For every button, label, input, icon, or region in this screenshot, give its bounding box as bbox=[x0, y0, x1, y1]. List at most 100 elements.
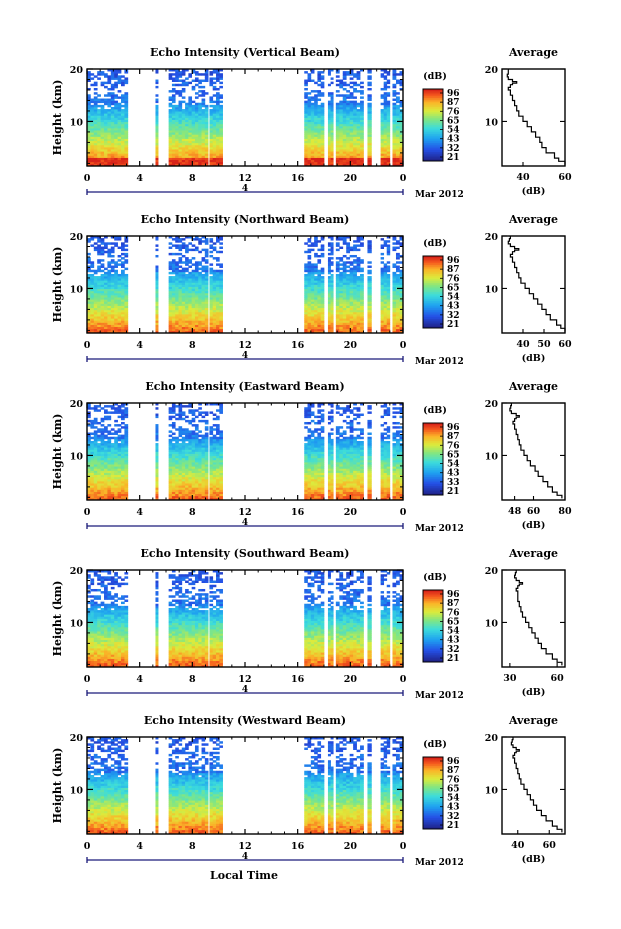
average-title: Average bbox=[508, 213, 558, 226]
average-frame bbox=[501, 235, 566, 334]
average-title: Average bbox=[508, 380, 558, 393]
x-tick-label: 12 bbox=[238, 507, 251, 518]
colorbar-tick-label: 43 bbox=[447, 803, 460, 813]
colorbar-tick-label: 43 bbox=[447, 469, 460, 479]
colorbar-tick-label: 65 bbox=[447, 617, 460, 627]
x-tick-label: 8 bbox=[189, 674, 196, 685]
colorbar-tick-label: 76 bbox=[447, 107, 460, 117]
colorbar-tick-label: 54 bbox=[447, 126, 460, 136]
y-axis-label: Height (km) bbox=[51, 748, 64, 824]
average-y-tick-label: 10 bbox=[485, 117, 499, 128]
y-tick-label: 10 bbox=[70, 284, 84, 295]
x-tick-label: 16 bbox=[291, 507, 305, 518]
colorbar-tick-label: 96 bbox=[447, 256, 460, 266]
average-y-tick-label: 20 bbox=[485, 733, 499, 744]
average-frame bbox=[501, 569, 566, 668]
average-y-tick-label: 10 bbox=[485, 451, 499, 462]
average-y-tick-label: 10 bbox=[485, 618, 499, 629]
x-tick-label: 0 bbox=[400, 173, 407, 184]
average-x-tick-label: 40 bbox=[511, 840, 525, 851]
y-tick-label: 10 bbox=[70, 618, 84, 629]
colorbar bbox=[422, 422, 444, 496]
chart-title: Echo Intensity (Eastward Beam) bbox=[145, 380, 344, 393]
colorbar-tick-label: 87 bbox=[447, 432, 460, 442]
x-tick-label: 0 bbox=[84, 841, 91, 852]
x-tick-label: 12 bbox=[238, 841, 251, 852]
x-tick-label: 12 bbox=[238, 674, 251, 685]
colorbar-tick-label: 54 bbox=[447, 627, 460, 637]
average-x-tick-label: 60 bbox=[558, 339, 572, 350]
heatmap bbox=[87, 570, 404, 668]
colorbar-unit: (dB) bbox=[423, 405, 447, 416]
colorbar-tick-label: 96 bbox=[447, 590, 460, 600]
colorbar-tick-label: 54 bbox=[447, 460, 460, 470]
x-tick-label: 0 bbox=[400, 674, 407, 685]
x-tick-label: 16 bbox=[291, 173, 305, 184]
average-y-tick-label: 20 bbox=[485, 566, 499, 577]
y-tick-label: 20 bbox=[70, 232, 84, 243]
date-label: Mar 2012 bbox=[415, 524, 464, 534]
heatmap bbox=[87, 69, 404, 167]
y-axis-label: Height (km) bbox=[51, 581, 64, 657]
average-x-label: (dB) bbox=[522, 186, 546, 197]
average-x-tick-label: 40 bbox=[516, 339, 530, 350]
average-profile-line bbox=[509, 403, 563, 499]
y-tick-label: 20 bbox=[70, 65, 84, 76]
colorbar-unit: (dB) bbox=[423, 572, 447, 583]
average-y-tick-label: 10 bbox=[485, 284, 499, 295]
colorbar-tick-label: 76 bbox=[447, 274, 460, 284]
colorbar bbox=[422, 88, 444, 162]
average-x-label: (dB) bbox=[522, 353, 546, 364]
average-profile-line bbox=[514, 570, 563, 666]
date-label: Mar 2012 bbox=[415, 691, 464, 701]
colorbar-tick-label: 87 bbox=[447, 599, 460, 609]
x-tick-label: 20 bbox=[344, 674, 358, 685]
colorbar-tick-label: 54 bbox=[447, 293, 460, 303]
panel-0: Echo Intensity (Vertical Beam) 0 4 8 12 16 20 0… bbox=[51, 46, 572, 200]
colorbar-tick-label: 54 bbox=[447, 794, 460, 804]
y-tick-label: 20 bbox=[70, 566, 84, 577]
x-tick-label: 4 bbox=[136, 507, 143, 518]
x-tick-label: 0 bbox=[84, 507, 91, 518]
colorbar-tick-label: 65 bbox=[447, 784, 460, 794]
x-tick-label: 0 bbox=[84, 674, 91, 685]
date-label: Mar 2012 bbox=[415, 357, 464, 367]
average-title: Average bbox=[508, 714, 558, 727]
x-tick-label: 8 bbox=[189, 507, 196, 518]
y-axis-label: Height (km) bbox=[51, 414, 64, 490]
chart-title: Echo Intensity (Southward Beam) bbox=[141, 547, 350, 560]
x-tick-label: 8 bbox=[189, 841, 196, 852]
colorbar-tick-label: 21 bbox=[447, 654, 460, 664]
y-axis-label: Height (km) bbox=[51, 247, 64, 323]
x-tick-label: 0 bbox=[400, 340, 407, 351]
average-title: Average bbox=[508, 46, 558, 59]
x-tick-label: 4 bbox=[136, 173, 143, 184]
x-tick-label: 16 bbox=[291, 841, 305, 852]
colorbar-tick-label: 96 bbox=[447, 423, 460, 433]
colorbar bbox=[422, 589, 444, 663]
panel-1: Echo Intensity (Northward Beam) 0 4 8 12 16 20… bbox=[51, 213, 572, 367]
heatmap bbox=[87, 403, 404, 501]
date-label: Mar 2012 bbox=[415, 858, 464, 868]
average-x-tick-label: 48 bbox=[508, 506, 522, 517]
panel-4: Echo Intensity (Westward Beam) 0 4 8 12 16 20 0… bbox=[51, 714, 566, 868]
x-tick-label: 8 bbox=[189, 340, 196, 351]
average-x-label: (dB) bbox=[522, 520, 546, 531]
average-x-label: (dB) bbox=[522, 854, 546, 865]
date-label: Mar 2012 bbox=[415, 190, 464, 200]
panel-3: Echo Intensity (Southward Beam) 0 4 8 12 16 20… bbox=[51, 547, 566, 701]
colorbar-tick-label: 87 bbox=[447, 265, 460, 275]
colorbar-tick-label: 32 bbox=[447, 812, 460, 822]
colorbar-tick-label: 21 bbox=[447, 153, 460, 163]
x-tick-label: 8 bbox=[189, 173, 196, 184]
colorbar-tick-label: 43 bbox=[447, 302, 460, 312]
date-day-label: 4 bbox=[242, 518, 248, 528]
colorbar-tick-label: 33 bbox=[447, 478, 460, 488]
average-profile-line bbox=[507, 236, 566, 332]
y-tick-label: 20 bbox=[70, 399, 84, 410]
colorbar-tick-label: 65 bbox=[447, 450, 460, 460]
average-frame bbox=[501, 402, 566, 501]
y-tick-label: 20 bbox=[70, 733, 84, 744]
average-x-tick-label: 60 bbox=[527, 506, 541, 517]
